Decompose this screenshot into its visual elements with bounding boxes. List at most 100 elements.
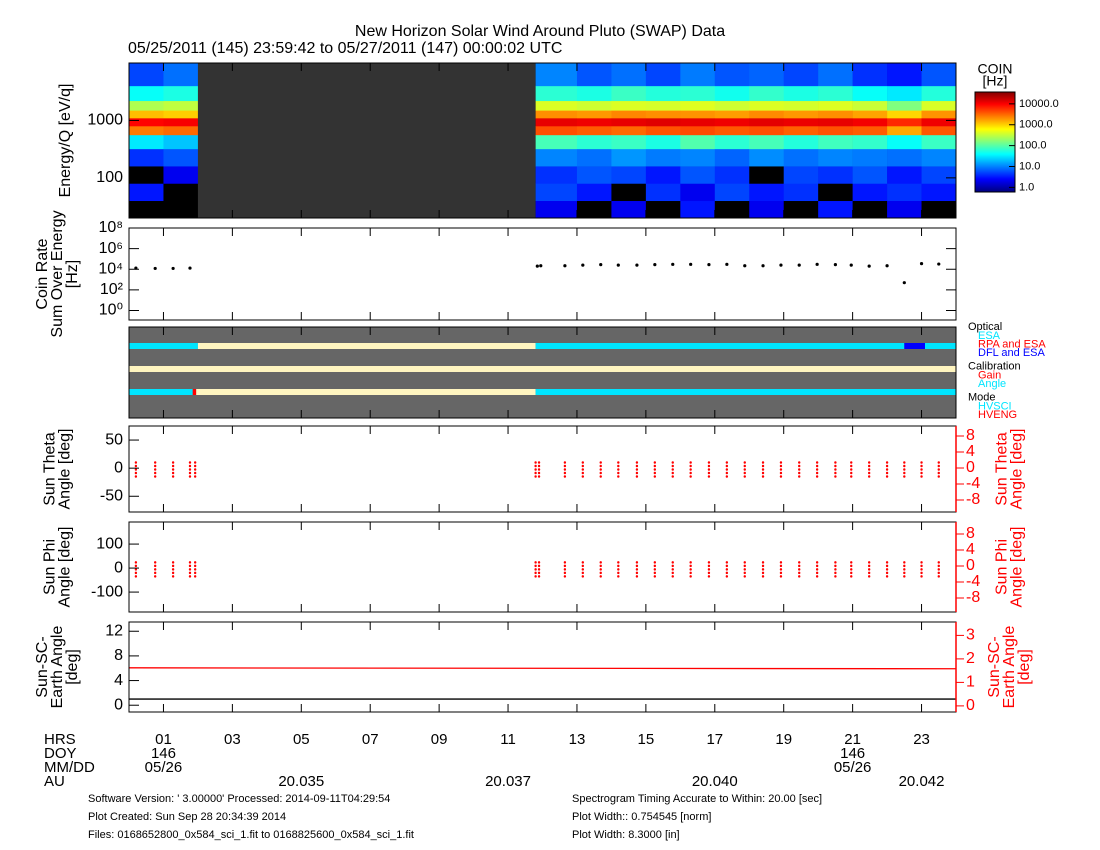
axis-label: Sum Over Energy (49, 210, 66, 337)
spectrogram-cell (852, 125, 888, 136)
data-point (599, 263, 603, 267)
data-point (779, 263, 783, 267)
spectrogram-cell (680, 148, 716, 167)
spectrogram-cell (818, 100, 853, 111)
panel-frame (128, 62, 957, 219)
status-segment (924, 343, 956, 349)
colorbar-swatch (975, 162, 1015, 164)
y-tick-label: 8 (114, 647, 123, 664)
spectrogram-cell (535, 100, 578, 111)
time-tick-label: 146 (151, 745, 176, 762)
time-tick-label: 146 (840, 745, 865, 762)
colorbar-swatch (975, 123, 1015, 125)
time-tick-label: 20.035 (278, 773, 324, 790)
spectrogram-cell (680, 134, 716, 150)
spectrogram-cell (921, 166, 957, 184)
colorbar-swatch (975, 161, 1015, 163)
axis-label: Sun Phi (42, 539, 59, 595)
spectrogram-cell (714, 134, 750, 150)
colorbar-swatch (975, 98, 1015, 100)
spectrogram-cell (921, 85, 957, 102)
spectrogram-cell (645, 63, 681, 87)
spectrogram-cell (714, 100, 750, 111)
spectrogram-cell (749, 183, 785, 202)
spectrogram-cell (680, 183, 716, 202)
colorbar-swatch (975, 147, 1015, 149)
spectrogram-cell (129, 118, 164, 127)
time-row-label: DOY (44, 745, 77, 762)
legend-title: Calibration (968, 360, 1021, 372)
colorbar-swatch (975, 113, 1015, 115)
spectrogram-cell (129, 200, 164, 219)
spectrogram-cell (611, 110, 647, 119)
spectrogram-cell (921, 134, 957, 150)
panel-frame (128, 326, 957, 419)
spectrogram-cell (852, 63, 888, 87)
spectrogram-cell (818, 200, 853, 219)
y2-tick-label: 1 (966, 674, 975, 691)
spectrogram-cell (645, 125, 681, 136)
y2-tick-label: 0 (966, 697, 975, 714)
spectrogram-cell (783, 134, 819, 150)
spectrogram-cell (611, 118, 647, 127)
spectrogram-cell (714, 125, 750, 136)
spectrogram-cell (576, 200, 612, 219)
footer-text: Plot Created: Sun Sep 28 20:34:39 2014 (88, 811, 286, 823)
axis-label: Earth Angle (49, 626, 66, 709)
spectrogram-cell (535, 110, 578, 119)
spectrogram-cell (818, 183, 853, 202)
y2-tick-label: 0 (966, 459, 975, 476)
colorbar-swatch (975, 128, 1015, 130)
legend-entry: Gain (978, 369, 1001, 381)
colorbar-swatch (975, 119, 1015, 121)
spectrogram-cell (611, 85, 647, 102)
spectrogram-cell (535, 63, 578, 87)
status-segment (196, 389, 536, 395)
colorbar-swatch (975, 176, 1015, 178)
spectrogram-cell (645, 166, 681, 184)
colorbar-swatch (975, 96, 1015, 98)
colorbar-swatch (975, 149, 1015, 151)
colorbar-swatch (975, 168, 1015, 170)
data-point (171, 266, 175, 271)
spectrogram-cell (921, 118, 957, 127)
time-tick-label: 20.040 (692, 773, 738, 790)
spectrogram-cell (714, 85, 750, 102)
spectrogram-cell (749, 118, 785, 127)
y2-tick-label: 3 (966, 627, 975, 644)
status-segment (192, 389, 197, 395)
colorbar-swatch (975, 186, 1015, 188)
spectrogram-cell (852, 200, 888, 219)
colorbar-swatch (975, 103, 1015, 105)
spectrogram-cell (163, 166, 199, 184)
axis-label: Angle [deg] (57, 429, 74, 510)
axis-label: Sun-SC- (986, 636, 1003, 697)
spectrogram-cell (852, 134, 888, 150)
colorbar-swatch (975, 150, 1015, 152)
spectrogram-cell (576, 118, 612, 127)
colorbar-swatch (975, 100, 1015, 102)
spectrogram-cell (852, 100, 888, 111)
spectrogram-cell (783, 85, 819, 102)
data-point (581, 263, 585, 267)
spectrogram-cell (783, 63, 819, 87)
title: New Horizon Solar Wind Around Pluto (SWA… (355, 23, 725, 40)
colorbar-swatch (975, 112, 1015, 114)
spectrogram-cell (852, 166, 888, 184)
spectrogram-cell (576, 63, 612, 87)
legend-entry: HVENG (978, 409, 1017, 421)
subtitle: 05/25/2011 (145) 23:59:42 to 05/27/2011 … (128, 40, 562, 57)
legend-title: Mode (968, 391, 996, 403)
axis-label: [deg] (64, 649, 81, 685)
data-point (867, 264, 871, 268)
y2-tick-label: 4 (966, 541, 975, 558)
spectrogram-cell (749, 166, 785, 184)
colorbar-swatch (975, 190, 1015, 192)
spectrogram-cell (163, 134, 199, 150)
spectrogram-cell (921, 63, 957, 87)
data-point (743, 264, 747, 268)
y2-tick-label: -8 (966, 491, 980, 508)
colorbar-swatch (975, 159, 1015, 161)
spectrogram-cell (921, 200, 957, 219)
spectrogram-cell (576, 166, 612, 184)
